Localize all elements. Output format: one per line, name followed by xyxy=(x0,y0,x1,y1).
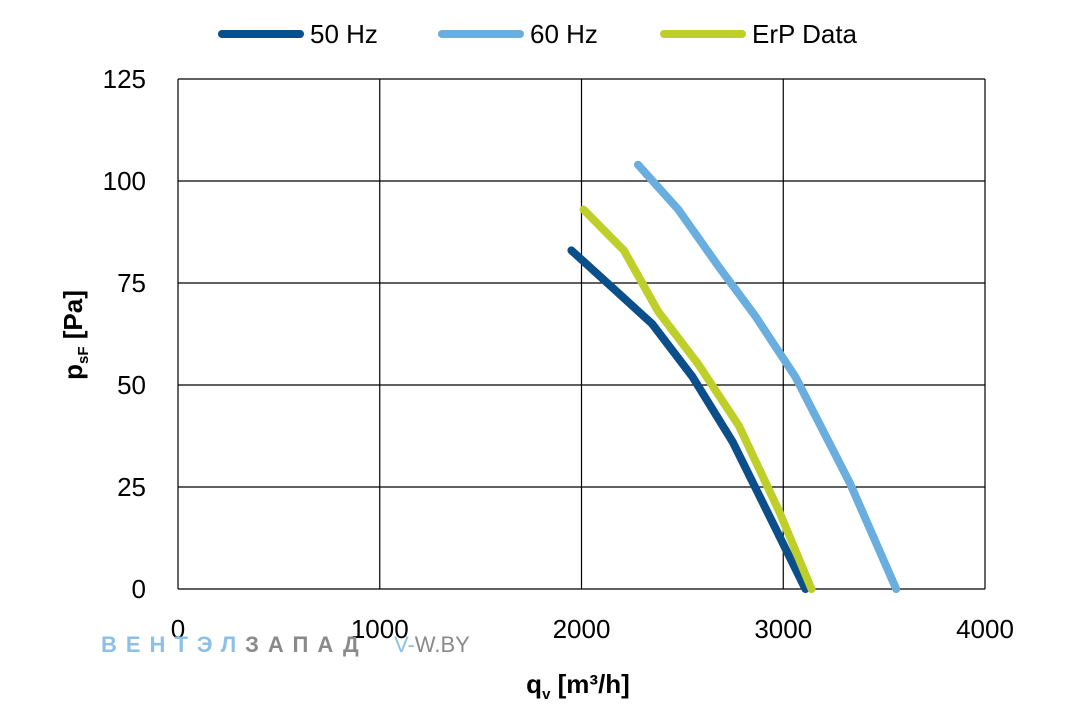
legend-label: 50 Hz xyxy=(310,19,378,49)
grid xyxy=(177,78,986,590)
svg-text:ВЕНТЭЛЗАПАД: ВЕНТЭЛЗАПАД xyxy=(101,632,368,657)
legend: 50 Hz 60 Hz ErP Data xyxy=(218,19,858,49)
series-line xyxy=(634,160,901,593)
x-axis-title: qv [m³/h] xyxy=(526,669,630,703)
y-tick-label: 50 xyxy=(117,370,146,400)
watermark-part1: ВЕНТЭЛ xyxy=(101,632,245,657)
y-axis-title: psF [Pa] xyxy=(58,290,92,380)
y-tick-label: 0 xyxy=(132,574,146,604)
y-axis-title-sub: sF xyxy=(75,346,92,364)
watermark-part2: ЗАПАД xyxy=(245,632,368,657)
series-line xyxy=(579,205,816,593)
x-axis-title-main: q xyxy=(526,669,542,699)
legend-label: ErP Data xyxy=(752,19,858,49)
x-axis-title-unit: [m³/h] xyxy=(550,669,629,699)
x-tick-label: 4000 xyxy=(956,614,1014,644)
x-tick-label: 1000 xyxy=(351,614,409,644)
legend-label: 60 Hz xyxy=(530,19,598,49)
y-axis-title-unit: [Pa] xyxy=(58,290,88,346)
y-tick-label: 25 xyxy=(117,472,146,502)
x-tick-labels: 0 1000 2000 3000 4000 xyxy=(171,614,1014,644)
svg-text:V-W.BY: V-W.BY xyxy=(394,632,470,657)
x-tick-label: 0 xyxy=(171,614,185,644)
series-line xyxy=(567,246,810,593)
series-lines xyxy=(567,160,901,593)
watermark-url: W.BY xyxy=(415,632,470,657)
x-axis-title-sub: v xyxy=(542,686,551,703)
y-tick-label: 125 xyxy=(103,64,146,94)
y-tick-label: 100 xyxy=(103,166,146,196)
x-tick-label: 2000 xyxy=(553,614,611,644)
y-tick-labels: 0 25 50 75 100 125 xyxy=(103,64,146,604)
watermark-url-dash: V- xyxy=(394,632,415,657)
x-tick-label: 3000 xyxy=(754,614,812,644)
y-axis-title-main: p xyxy=(58,364,88,380)
watermark: ВЕНТЭЛЗАПАД V-W.BY xyxy=(101,632,470,657)
y-tick-label: 75 xyxy=(117,268,146,298)
